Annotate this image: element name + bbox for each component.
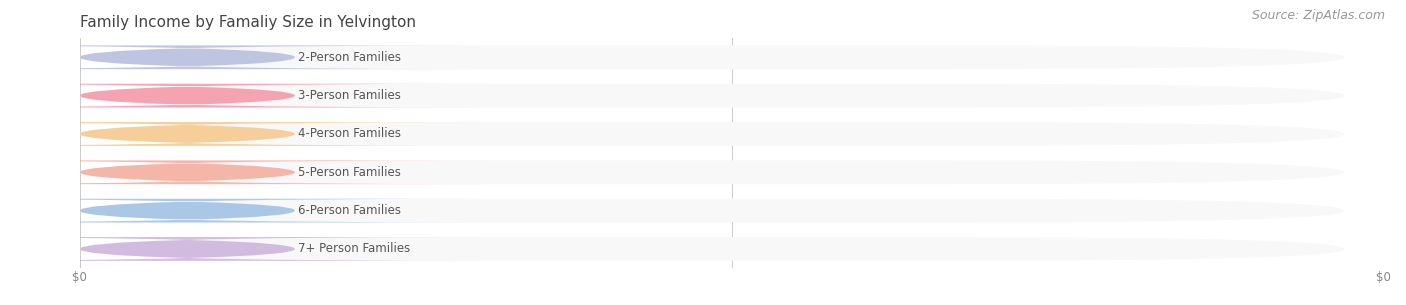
Text: $0: $0 [4,89,20,102]
Text: 5-Person Families: 5-Person Families [298,166,401,179]
FancyBboxPatch shape [0,45,484,69]
Text: 4-Person Families: 4-Person Families [298,127,401,140]
FancyBboxPatch shape [0,199,484,223]
FancyBboxPatch shape [0,160,484,184]
FancyBboxPatch shape [80,160,1344,184]
Text: Source: ZipAtlas.com: Source: ZipAtlas.com [1251,9,1385,22]
Text: 7+ Person Families: 7+ Person Families [298,242,409,256]
Text: $0: $0 [4,166,20,179]
FancyBboxPatch shape [80,199,1344,223]
Text: $0: $0 [4,242,20,256]
FancyBboxPatch shape [80,84,1344,107]
FancyBboxPatch shape [0,122,484,146]
Text: $0: $0 [4,204,20,217]
FancyBboxPatch shape [0,84,484,107]
Text: $0: $0 [4,51,20,64]
FancyBboxPatch shape [80,45,1344,69]
Text: Family Income by Famaliy Size in Yelvington: Family Income by Famaliy Size in Yelving… [80,15,416,30]
FancyBboxPatch shape [0,237,484,261]
Text: $0: $0 [4,127,20,140]
FancyBboxPatch shape [80,122,1344,146]
Text: 2-Person Families: 2-Person Families [298,51,401,64]
FancyBboxPatch shape [80,237,1344,261]
Text: 3-Person Families: 3-Person Families [298,89,401,102]
Text: 6-Person Families: 6-Person Families [298,204,401,217]
